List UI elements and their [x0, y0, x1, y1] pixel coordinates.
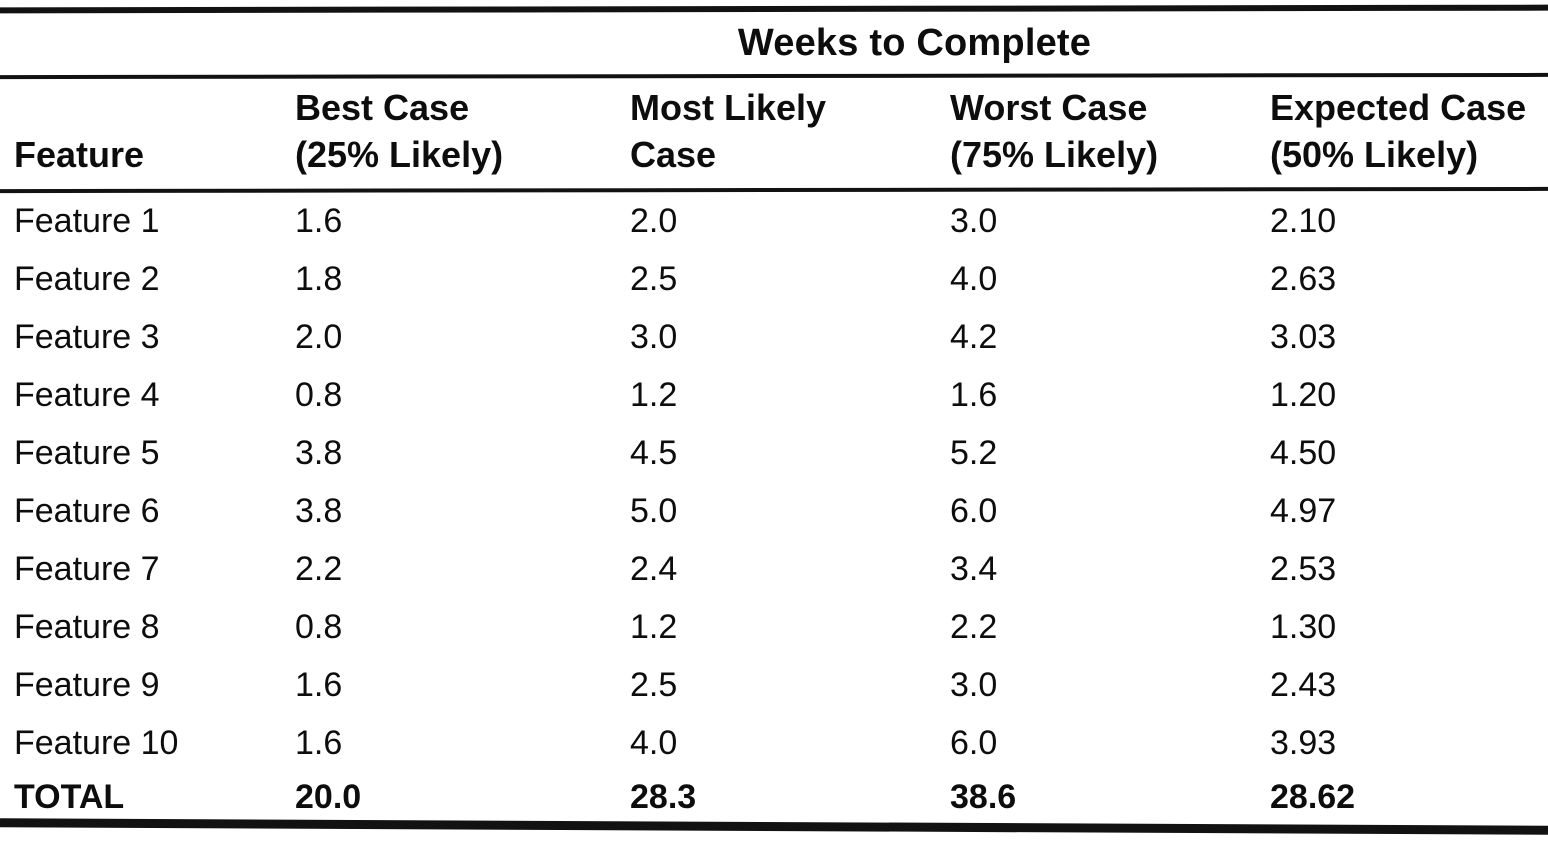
column-header-most-likely-line1: Most Likely — [630, 87, 827, 128]
column-header-best-case-line2: (25% Likely) — [295, 134, 504, 175]
most-likely-value: 2.5 — [630, 259, 678, 298]
most-likely-value: 1.2 — [630, 375, 678, 414]
column-header-worst-case: Worst Case (75% Likely) — [950, 84, 1270, 178]
expected-case-value: 3.93 — [1270, 723, 1337, 762]
column-header-worst-case-line1: Worst Case — [950, 87, 1148, 128]
total-worst-case: 38.6 — [950, 777, 1017, 816]
table-row: Feature 5 3.8 4.5 5.2 4.50 — [0, 424, 1548, 482]
best-case-value: 3.8 — [295, 491, 343, 530]
expected-case-value: 2.43 — [1270, 665, 1337, 704]
total-label: TOTAL — [14, 777, 125, 816]
worst-case-value: 3.0 — [950, 665, 998, 704]
column-header-feature-label: Feature — [14, 134, 145, 175]
column-header-feature: Feature — [14, 131, 295, 178]
feature-name: Feature 8 — [14, 607, 160, 646]
worst-case-value: 2.2 — [950, 607, 998, 646]
feature-name: Feature 5 — [14, 433, 160, 472]
best-case-value: 3.8 — [295, 433, 343, 472]
expected-case-value: 4.97 — [1270, 491, 1337, 530]
table-row: Feature 9 1.6 2.5 3.0 2.43 — [0, 656, 1548, 714]
column-header-expected-case-line2: (50% Likely) — [1270, 134, 1479, 175]
total-most-likely: 28.3 — [630, 777, 697, 816]
total-best-case: 20.0 — [295, 777, 362, 816]
best-case-value: 2.2 — [295, 549, 343, 588]
table-row: Feature 4 0.8 1.2 1.6 1.20 — [0, 366, 1548, 424]
column-header-most-likely: Most Likely Case — [630, 84, 950, 178]
expected-case-value: 2.63 — [1270, 259, 1337, 298]
table-row: Feature 1 1.6 2.0 3.0 2.10 — [0, 192, 1548, 250]
best-case-value: 1.6 — [295, 665, 343, 704]
expected-case-value: 1.30 — [1270, 607, 1337, 646]
best-case-value: 0.8 — [295, 375, 343, 414]
best-case-value: 2.0 — [295, 317, 343, 356]
best-case-value: 1.8 — [295, 259, 343, 298]
best-case-value: 1.6 — [295, 723, 343, 762]
feature-name: Feature 6 — [14, 491, 160, 530]
worst-case-value: 3.4 — [950, 549, 998, 588]
column-header-most-likely-line2: Case — [630, 134, 717, 175]
most-likely-value: 1.2 — [630, 607, 678, 646]
table-row: Feature 3 2.0 3.0 4.2 3.03 — [0, 308, 1548, 366]
table-row: Feature 6 3.8 5.0 6.0 4.97 — [0, 482, 1548, 540]
feature-name: Feature 2 — [14, 259, 160, 298]
most-likely-value: 5.0 — [630, 491, 678, 530]
table-row: Feature 10 1.6 4.0 6.0 3.93 — [0, 714, 1548, 772]
worst-case-value: 3.0 — [950, 201, 998, 240]
best-case-value: 0.8 — [295, 607, 343, 646]
feature-name: Feature 1 — [14, 201, 160, 240]
expected-case-value: 2.53 — [1270, 549, 1337, 588]
worst-case-value: 6.0 — [950, 723, 998, 762]
column-header-row: Feature Best Case (25% Likely) Most Like… — [0, 78, 1548, 188]
most-likely-value: 3.0 — [630, 317, 678, 356]
most-likely-value: 4.0 — [630, 723, 678, 762]
table-row: Feature 8 0.8 1.2 2.2 1.30 — [0, 598, 1548, 656]
spanner-row: Weeks to Complete — [0, 12, 1548, 74]
worst-case-value: 5.2 — [950, 433, 998, 472]
table-row: Feature 7 2.2 2.4 3.4 2.53 — [0, 540, 1548, 598]
feature-name: Feature 9 — [14, 665, 160, 704]
column-header-best-case: Best Case (25% Likely) — [295, 84, 630, 178]
total-row: TOTAL 20.0 28.3 38.6 28.62 — [0, 772, 1548, 822]
feature-name: Feature 10 — [14, 723, 179, 762]
column-header-worst-case-line2: (75% Likely) — [950, 134, 1159, 175]
total-expected-case: 28.62 — [1270, 777, 1356, 816]
feature-name: Feature 7 — [14, 549, 160, 588]
column-header-best-case-line1: Best Case — [295, 87, 470, 128]
worst-case-value: 4.0 — [950, 259, 998, 298]
most-likely-value: 2.4 — [630, 549, 678, 588]
expected-case-value: 3.03 — [1270, 317, 1337, 356]
expected-case-value: 4.50 — [1270, 433, 1337, 472]
feature-name: Feature 4 — [14, 375, 160, 414]
worst-case-value: 6.0 — [950, 491, 998, 530]
column-header-expected-case: Expected Case (50% Likely) — [1270, 84, 1534, 178]
table-spanner-heading: Weeks to Complete — [737, 21, 1092, 64]
most-likely-value: 4.5 — [630, 433, 678, 472]
expected-case-value: 1.20 — [1270, 375, 1337, 414]
best-case-value: 1.6 — [295, 201, 343, 240]
table-row: Feature 2 1.8 2.5 4.0 2.63 — [0, 250, 1548, 308]
most-likely-value: 2.5 — [630, 665, 678, 704]
worst-case-value: 4.2 — [950, 317, 998, 356]
feature-name: Feature 3 — [14, 317, 160, 356]
column-header-expected-case-line1: Expected Case — [1270, 87, 1527, 128]
worst-case-value: 1.6 — [950, 375, 998, 414]
most-likely-value: 2.0 — [630, 201, 678, 240]
expected-case-value: 2.10 — [1270, 201, 1337, 240]
